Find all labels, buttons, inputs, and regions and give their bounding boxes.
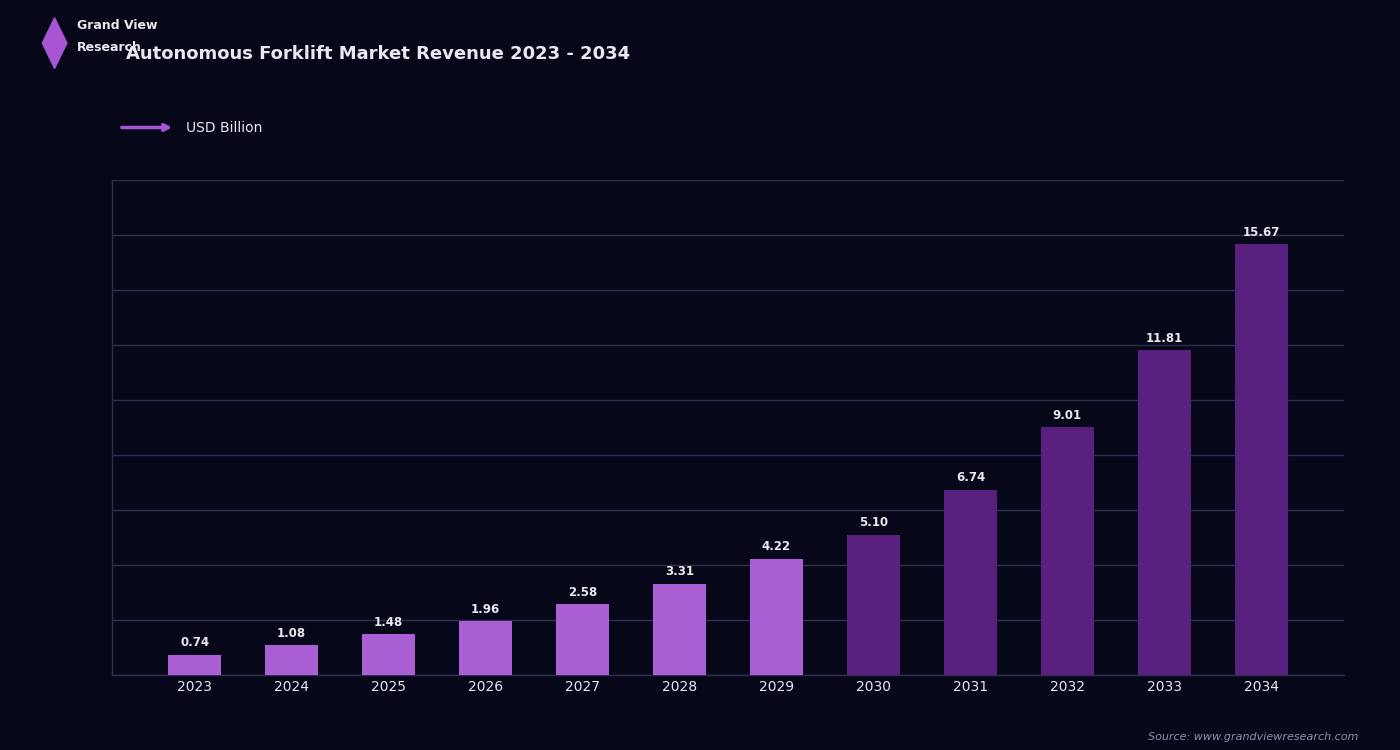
Text: 3.31: 3.31: [665, 566, 694, 578]
Text: 5.10: 5.10: [858, 516, 888, 530]
Text: 1.96: 1.96: [470, 602, 500, 616]
Polygon shape: [42, 18, 67, 68]
Bar: [1138, 350, 1191, 675]
Bar: [1235, 244, 1288, 675]
Text: 0.74: 0.74: [181, 636, 209, 650]
Text: 11.81: 11.81: [1145, 332, 1183, 345]
Text: 1.08: 1.08: [277, 627, 307, 640]
Bar: [363, 634, 416, 675]
Bar: [847, 535, 900, 675]
Text: 9.01: 9.01: [1053, 409, 1082, 422]
Bar: [459, 621, 512, 675]
Bar: [168, 655, 221, 675]
Bar: [750, 559, 804, 675]
Bar: [652, 584, 706, 675]
Text: Source: www.grandviewresearch.com: Source: www.grandviewresearch.com: [1148, 733, 1358, 742]
Text: USD Billion: USD Billion: [185, 121, 262, 134]
Text: Autonomous Forklift Market Revenue 2023 - 2034: Autonomous Forklift Market Revenue 2023 …: [126, 45, 630, 63]
Bar: [556, 604, 609, 675]
Text: 15.67: 15.67: [1243, 226, 1280, 238]
Text: Research: Research: [77, 41, 141, 54]
Bar: [265, 645, 318, 675]
Bar: [1040, 427, 1093, 675]
Text: 4.22: 4.22: [762, 541, 791, 554]
Text: 6.74: 6.74: [956, 471, 986, 484]
Text: 2.58: 2.58: [568, 586, 598, 598]
Text: 1.48: 1.48: [374, 616, 403, 628]
Text: Grand View: Grand View: [77, 19, 157, 32]
Bar: [944, 490, 997, 675]
